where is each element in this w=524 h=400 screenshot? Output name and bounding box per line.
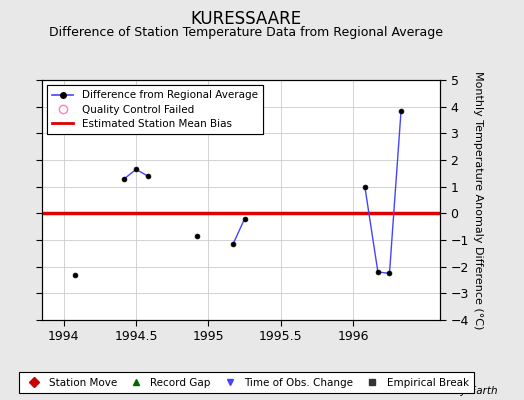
Text: KURESSAARE: KURESSAARE (191, 10, 302, 28)
Text: Berkeley Earth: Berkeley Earth (421, 386, 498, 396)
Y-axis label: Monthly Temperature Anomaly Difference (°C): Monthly Temperature Anomaly Difference (… (473, 71, 483, 329)
Legend: Station Move, Record Gap, Time of Obs. Change, Empirical Break: Station Move, Record Gap, Time of Obs. C… (19, 372, 474, 393)
Text: Difference of Station Temperature Data from Regional Average: Difference of Station Temperature Data f… (49, 26, 443, 39)
Legend: Difference from Regional Average, Quality Control Failed, Estimated Station Mean: Difference from Regional Average, Qualit… (47, 85, 263, 134)
